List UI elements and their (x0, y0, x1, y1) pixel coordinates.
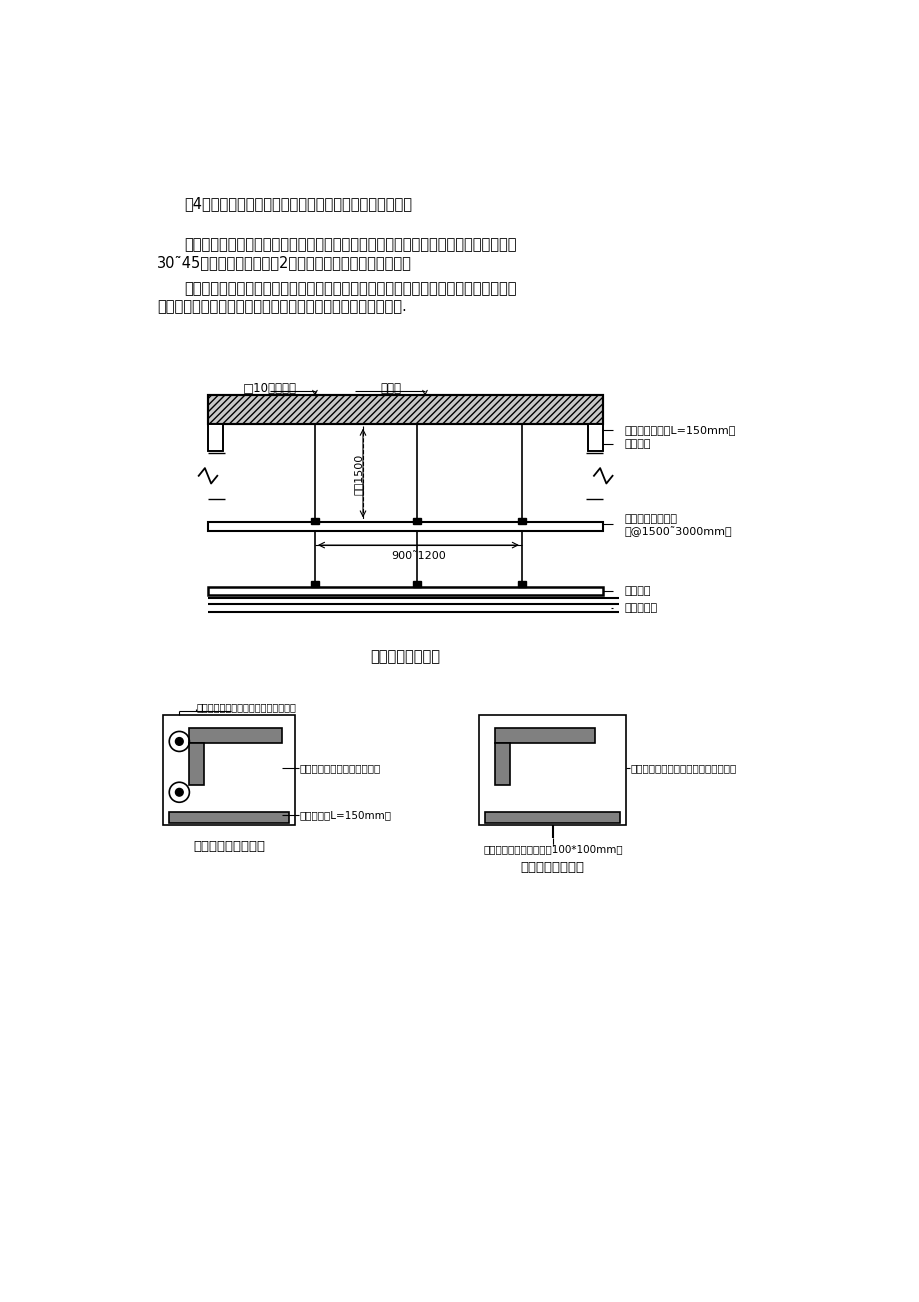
Bar (413, 581, 421, 587)
Bar (163, 715, 294, 824)
Bar (188, 728, 281, 743)
Bar (587, 424, 603, 452)
Text: 锂板与网架固定点焊接（100*100mm）: 锂板与网架固定点焊接（100*100mm） (482, 844, 622, 854)
Bar (208, 395, 603, 424)
Bar (517, 581, 525, 587)
Text: 垂直方向角锂或圆锂管（与锂板焊接）: 垂直方向角锂或圆锂管（与锂板焊接） (630, 763, 736, 773)
Bar (208, 587, 603, 595)
Bar (208, 395, 603, 424)
Text: 吸顶罩面板: 吸顶罩面板 (624, 603, 657, 613)
Bar (479, 715, 626, 824)
Text: 角锂角码（L=150mm）: 角锂角码（L=150mm） (299, 810, 391, 820)
Circle shape (176, 738, 183, 745)
Text: 膨胀螺栓（将角码固定在混凝土顶面）: 膨胀螺栓（将角码固定在混凝土顶面） (196, 703, 296, 712)
Text: （4）、数量及位置要依据结构力学计算及现场构造确定。: （4）、数量及位置要依据结构力学计算及现场构造确定。 (185, 197, 413, 211)
Text: 反向支撑下端通常固定在吹杆上，但因为材料的原因不易铆接或认为效果没有直接铆接: 反向支撑下端通常固定在吹杆上，但因为材料的原因不易铆接或认为效果没有直接铆接 (185, 281, 516, 296)
Text: （@1500˜3000mm）: （@1500˜3000mm） (624, 526, 732, 538)
Text: 30˜45度之间，间距大概在2米左右，可根据实际情况调整。: 30˜45度之间，间距大概在2米左右，可根据实际情况调整。 (156, 255, 412, 270)
Text: 镀锌角锂纵向加固: 镀锌角锂纵向加固 (624, 514, 677, 523)
Bar (188, 743, 204, 785)
Bar (311, 518, 319, 525)
Text: 在反向支撑安装的布局上，反支撑不应在同一直线上，应为梅花型分布，支撑角度应在: 在反向支撑安装的布局上，反支撑不应在同一直线上，应为梅花型分布，支撑角度应在 (185, 237, 516, 253)
Text: 在主龙骨上好，现场施工中有不少是直接锹固或焊接在主龙骨上.: 在主龙骨上好，现场施工中有不少是直接锹固或焊接在主龙骨上. (156, 299, 406, 314)
Bar (517, 518, 525, 525)
Text: 吸顶龙骨: 吸顶龙骨 (624, 586, 651, 596)
Bar (494, 743, 510, 785)
Text: 吸顶内横向剖面图: 吸顶内横向剖面图 (370, 650, 440, 664)
Bar (587, 424, 603, 452)
Bar (208, 424, 223, 452)
Bar (413, 518, 421, 525)
Text: 镀锌角锂角码（L=150mm）: 镀锌角锂角码（L=150mm） (624, 426, 735, 435)
Text: □10膨胀螺栓: □10膨胀螺栓 (243, 383, 297, 396)
Bar (494, 728, 595, 743)
Text: 混凝土顶面固定方式: 混凝土顶面固定方式 (193, 840, 265, 853)
Text: 大于1500: 大于1500 (353, 453, 363, 495)
Circle shape (176, 789, 183, 796)
Bar (311, 581, 319, 587)
Bar (169, 812, 289, 823)
Text: 原楼板: 原楼板 (380, 383, 402, 396)
Text: 垂直方向角锂（与角码焊接）: 垂直方向角锂（与角码焊接） (299, 763, 380, 773)
Text: 900˜1200: 900˜1200 (391, 551, 446, 561)
Text: 网架结构固定方式: 网架结构固定方式 (520, 861, 584, 874)
Bar (485, 812, 619, 823)
Bar (208, 522, 603, 531)
Bar (208, 424, 223, 452)
Text: 镀锌角锂: 镀锌角锂 (624, 439, 651, 449)
